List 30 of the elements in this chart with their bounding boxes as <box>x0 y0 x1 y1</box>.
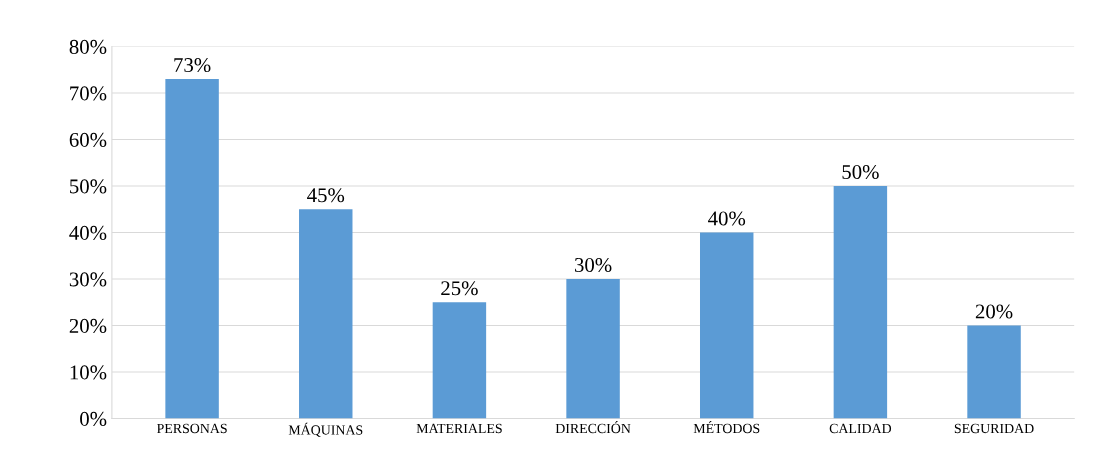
x-tick-label: CALIDAD <box>829 423 892 434</box>
x-tick-label: MATERIALES <box>416 423 502 434</box>
bar <box>432 302 487 419</box>
data-label: 50% <box>842 164 879 180</box>
x-tick-label: SEGURIDAD <box>954 423 1034 434</box>
y-tick-label: 80% <box>69 39 107 54</box>
bar <box>833 186 888 419</box>
bar <box>700 232 754 419</box>
bar <box>165 79 219 419</box>
y-tick-label: 30% <box>69 272 107 287</box>
x-tick-label: PERSONAS <box>156 423 227 434</box>
y-tick-label: 70% <box>70 86 107 101</box>
y-tick-label: 40% <box>69 225 107 240</box>
x-tick-label: MÉTODOS <box>693 421 760 434</box>
bar <box>566 279 620 419</box>
data-label: 25% <box>441 281 478 296</box>
data-label: 20% <box>975 304 1013 319</box>
y-tick-label: 20% <box>69 318 107 333</box>
data-label: 30% <box>574 257 612 273</box>
x-tick-label: DIRECCIÓN <box>555 421 631 434</box>
bar <box>967 325 1021 419</box>
data-label: 73% <box>174 57 211 73</box>
y-tick-label: 0% <box>80 411 107 426</box>
data-label: 40% <box>708 211 746 226</box>
y-tick-label: 60% <box>69 132 107 147</box>
x-tick-label: MÁQUINAS <box>288 422 363 437</box>
bar <box>299 209 353 419</box>
y-tick-label: 10% <box>70 365 107 380</box>
data-label: 45% <box>307 188 345 203</box>
y-tick-label: 50% <box>70 179 107 194</box>
